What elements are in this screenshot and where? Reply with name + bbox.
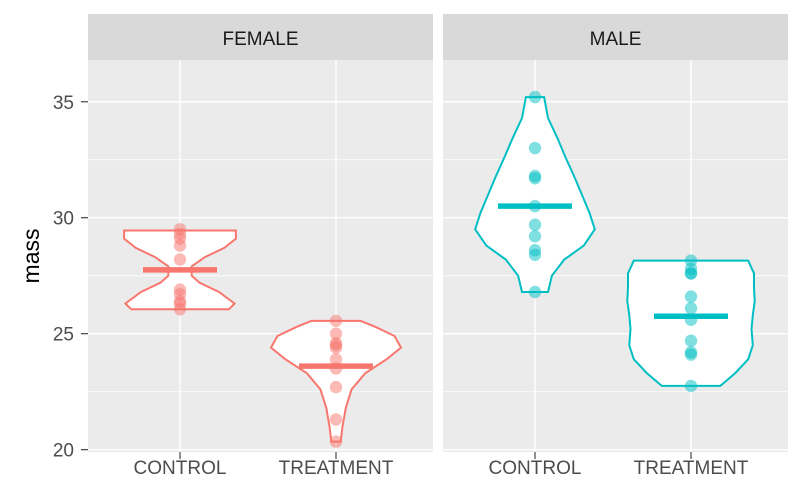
data-point xyxy=(329,314,343,328)
data-point xyxy=(528,172,542,185)
x-tick-label-control: CONTROL xyxy=(489,458,582,479)
y-tick-label-25: 25 xyxy=(53,325,74,346)
facet-label-male: MALE xyxy=(590,29,642,50)
x-tick-label-treatment: TREATMENT xyxy=(634,458,749,479)
data-point xyxy=(684,290,698,303)
data-point xyxy=(329,413,343,426)
y-tick-label-20: 20 xyxy=(53,441,74,462)
y-tick-label-30: 30 xyxy=(53,209,74,230)
data-point xyxy=(173,303,187,316)
x-tick-label-control: CONTROL xyxy=(134,458,227,479)
data-point xyxy=(329,327,343,340)
data-point xyxy=(329,435,343,448)
panel-background xyxy=(443,60,788,452)
panel-male: MALE xyxy=(443,14,788,452)
data-point xyxy=(528,248,542,261)
data-point xyxy=(528,285,542,299)
data-point xyxy=(528,218,542,231)
data-point xyxy=(684,334,698,347)
panel-female: FEMALE xyxy=(88,14,433,452)
y-tick-label-35: 35 xyxy=(53,93,74,114)
data-point xyxy=(329,380,343,394)
facet-strip xyxy=(443,14,788,60)
data-point xyxy=(173,253,187,266)
data-point xyxy=(329,341,343,354)
data-point xyxy=(684,302,698,315)
data-point xyxy=(528,90,542,104)
data-point xyxy=(684,267,698,280)
data-point xyxy=(528,141,542,155)
violin-male-control xyxy=(474,96,596,293)
data-point xyxy=(684,348,698,361)
facet-label-female: FEMALE xyxy=(222,29,298,50)
panel-background xyxy=(88,60,433,452)
y-axis: 20 25 30 35 xyxy=(53,93,88,462)
facet-strip xyxy=(88,14,433,60)
x-tick-label-treatment: TREATMENT xyxy=(279,458,394,479)
x-axis: CONTROL TREATMENT CONTROL TREATMENT xyxy=(134,452,749,479)
data-point xyxy=(528,230,542,243)
data-point xyxy=(329,353,343,366)
data-point xyxy=(173,239,187,252)
y-axis-title: mass xyxy=(18,229,44,284)
data-point xyxy=(684,379,698,393)
